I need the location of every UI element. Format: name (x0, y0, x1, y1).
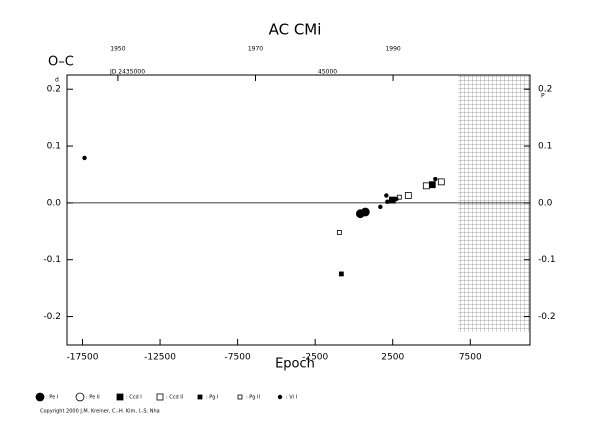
legend-marker (197, 394, 203, 400)
legend-label: : Ccd I (126, 395, 142, 401)
y2-tick-label: -0.1 (538, 255, 556, 265)
point (404, 192, 412, 199)
x-axis-label: Epoch (275, 357, 315, 372)
x-tick-label: -7500 (225, 353, 251, 363)
y-unit: d (55, 77, 59, 84)
point (394, 196, 399, 202)
point (360, 207, 370, 217)
x2-tick-label: 1990 (385, 46, 400, 53)
y2-unit: P (541, 93, 545, 100)
y2-tick-label: 0.1 (538, 142, 552, 152)
point (336, 230, 342, 235)
plot-frame (66, 74, 531, 346)
y-tick-label: 0.2 (47, 85, 61, 95)
point (422, 182, 430, 190)
y-axis-label: O–C (48, 55, 74, 70)
legend-label: : Pg II (246, 395, 260, 401)
x-tick-label: 7500 (459, 353, 482, 363)
x-tick-label: 2500 (381, 353, 404, 363)
x2-tick-label: 1950 (110, 46, 125, 53)
y-tick-label: -0.1 (43, 255, 61, 265)
annotation: 45000 (318, 69, 337, 76)
point (338, 271, 344, 277)
prediction-region (458, 75, 530, 332)
point (437, 178, 445, 186)
y2-tick-label: -0.2 (538, 312, 556, 322)
legend-label: : Pg I (206, 395, 219, 401)
legend-marker (277, 394, 283, 400)
point (82, 155, 87, 161)
point (378, 204, 383, 210)
x-tick-label: -17500 (67, 353, 99, 363)
copyright: Copyright 2000 J.M. Kreiner, C.-H. Kim, … (40, 409, 160, 415)
point (428, 181, 436, 189)
annotation: JD 2435000 (109, 69, 145, 76)
legend-marker (116, 393, 124, 401)
legend-label: : Vi I (286, 395, 297, 401)
legend-label: : Ccd II (166, 395, 183, 401)
y-tick-label: 0.1 (47, 142, 61, 152)
legend-marker (237, 394, 243, 400)
point (385, 199, 390, 204)
point (433, 176, 438, 182)
x-tick-label: -12500 (144, 353, 176, 363)
legend-label: : Pe II (86, 395, 100, 401)
y2-tick-label: 0.2 (538, 85, 552, 95)
y-tick-label: -0.2 (43, 312, 61, 322)
x2-tick-label: 1970 (248, 46, 263, 53)
point (384, 193, 389, 198)
legend-marker (75, 392, 85, 402)
legend-marker (35, 392, 45, 402)
y2-tick-label: 0.0 (538, 198, 553, 208)
legend-label: : Pe I (46, 395, 58, 401)
chart-title: AC CMi (269, 21, 322, 39)
y-tick-label: 0.0 (47, 198, 62, 208)
legend-marker (156, 393, 164, 401)
x-tick-label: -2500 (302, 353, 328, 363)
